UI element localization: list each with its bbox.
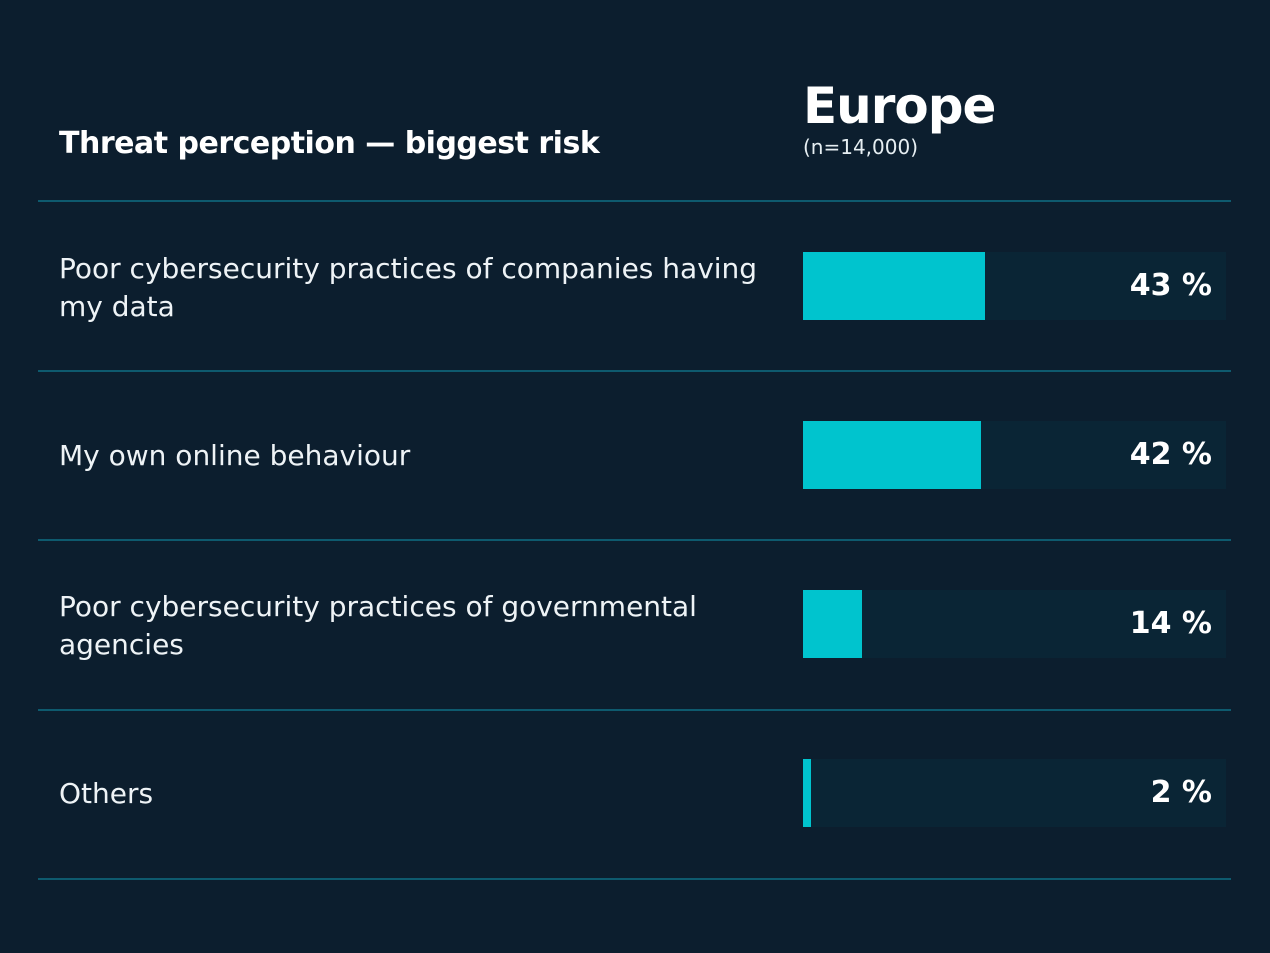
separator <box>38 878 1231 880</box>
bar-fill <box>803 759 812 827</box>
bar-track: 42 % <box>803 421 1226 489</box>
sample-size: (n=14,000) <box>803 135 919 159</box>
separator <box>38 539 1231 541</box>
bar-value: 43 % <box>1129 268 1212 303</box>
bar-track: 2 % <box>803 759 1226 827</box>
separator <box>38 709 1231 711</box>
bar-fill <box>803 590 863 658</box>
separator <box>38 200 1231 202</box>
bar-value: 14 % <box>1129 606 1212 641</box>
chart-title: Threat perception — biggest risk <box>59 126 600 161</box>
bar-value: 2 % <box>1150 775 1212 810</box>
region-title: Europe <box>803 77 996 135</box>
bar-track: 14 % <box>803 590 1226 658</box>
bar-fill <box>803 252 985 320</box>
bar-track: 43 % <box>803 252 1226 320</box>
row-label: Others <box>59 777 154 810</box>
row-label: My own online behaviour <box>59 439 411 472</box>
row-label: Poor cybersecurity practices of companie… <box>59 252 758 323</box>
bar-fill <box>803 421 981 489</box>
row-label: Poor cybersecurity practices of governme… <box>59 590 697 661</box>
separator <box>38 370 1231 372</box>
bar-value: 42 % <box>1129 437 1212 472</box>
